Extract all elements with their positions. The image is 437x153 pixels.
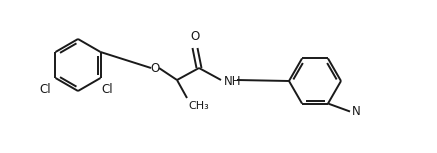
Text: NH: NH — [224, 75, 242, 88]
Text: O: O — [150, 62, 160, 75]
Text: O: O — [191, 30, 200, 43]
Text: N: N — [352, 105, 361, 118]
Text: CH₃: CH₃ — [188, 101, 209, 111]
Text: Cl: Cl — [39, 83, 51, 96]
Text: Cl: Cl — [101, 83, 113, 96]
